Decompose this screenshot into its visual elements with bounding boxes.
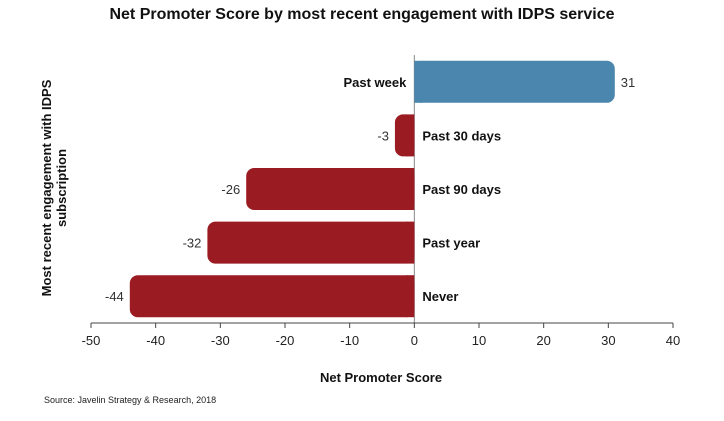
- data-label: -3: [377, 128, 389, 143]
- x-axis-title: Net Promoter Score: [320, 370, 442, 385]
- x-tick-label: -40: [146, 333, 165, 348]
- category-label: Past year: [422, 236, 480, 251]
- data-label: -26: [221, 182, 240, 197]
- x-tick-label: 30: [601, 333, 615, 348]
- bar: [414, 60, 615, 103]
- data-label: -32: [183, 236, 202, 251]
- x-tick-label: 0: [411, 333, 418, 348]
- bar-base: [406, 114, 415, 157]
- x-tick-label: 10: [472, 333, 486, 348]
- category-label: Past week: [343, 75, 407, 90]
- chart-title: Net Promoter Score by most recent engage…: [109, 6, 615, 23]
- x-tick-label: 40: [666, 333, 680, 348]
- data-label: 31: [621, 75, 635, 90]
- x-tick-label: -10: [340, 333, 359, 348]
- x-tick-label: -30: [211, 333, 230, 348]
- category-label: Never: [422, 289, 458, 304]
- x-tick-label: -50: [82, 333, 101, 348]
- bar-base: [406, 221, 415, 264]
- bar: [129, 275, 415, 318]
- data-label: -44: [105, 289, 124, 304]
- y-axis-title: Most recent engagement with IDPSsubscrip…: [39, 79, 69, 296]
- source-note: Source: Javelin Strategy & Research, 201…: [44, 395, 217, 405]
- x-tick-label: -20: [276, 333, 295, 348]
- bar-base: [406, 168, 415, 210]
- x-tick-label: 20: [536, 333, 550, 348]
- bar-base: [406, 275, 415, 318]
- category-label: Past 90 days: [422, 182, 501, 197]
- category-label: Past 30 days: [422, 128, 501, 143]
- bar: [246, 168, 415, 210]
- bar: [207, 221, 415, 264]
- bar-base: [414, 60, 423, 103]
